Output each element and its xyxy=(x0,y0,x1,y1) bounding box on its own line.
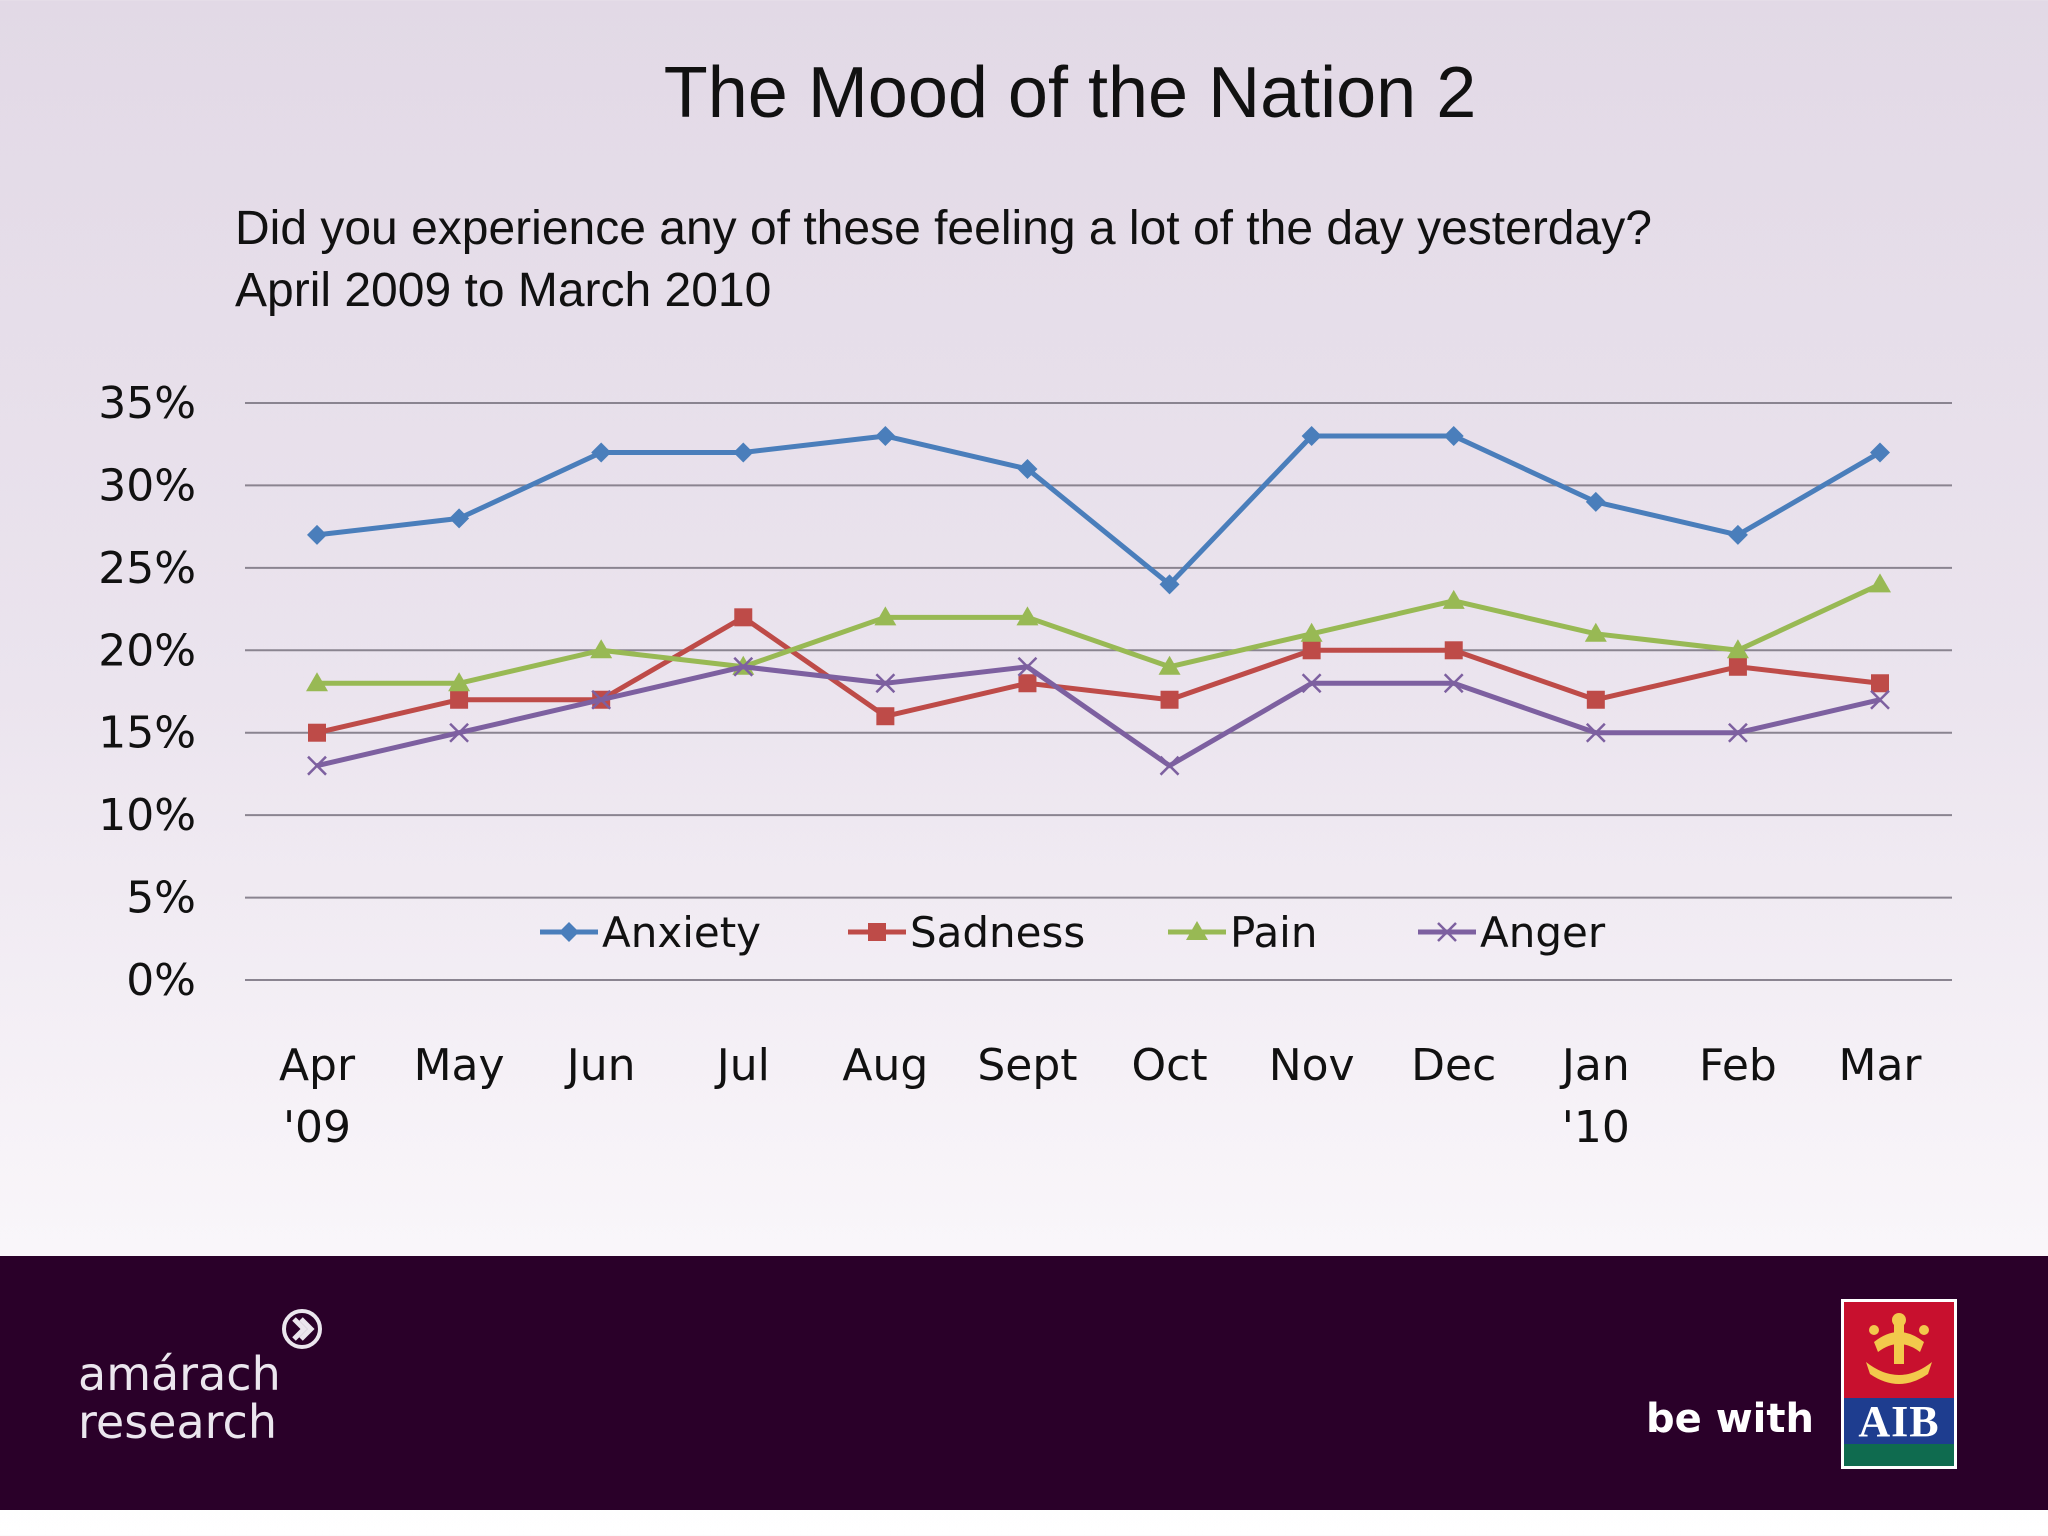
y-tick-label: 10% xyxy=(98,790,196,841)
footer-bar: amárach research be with AIB xyxy=(0,1256,2048,1510)
data-point-anger xyxy=(591,689,612,710)
brand-line-1: amárach xyxy=(78,1347,281,1401)
data-point-sadness xyxy=(1444,641,1463,660)
data-point-anger xyxy=(1585,722,1606,743)
x-tick-label: Apr xyxy=(279,1040,356,1091)
aib-logo-band xyxy=(1844,1444,1954,1466)
x-tick-label: Jun xyxy=(564,1040,636,1091)
series-line-anger xyxy=(316,664,1881,769)
data-point-anxiety xyxy=(1585,491,1606,512)
x-tick-label: Mar xyxy=(1838,1040,1922,1091)
aib-logo: AIB xyxy=(1841,1299,1957,1469)
data-point-pain xyxy=(1726,639,1749,659)
aib-logo-text: AIB xyxy=(1844,1398,1954,1446)
y-tick-label: 20% xyxy=(98,625,196,676)
x-tick-label: Feb xyxy=(1699,1040,1777,1091)
series-line-pain xyxy=(317,582,1882,686)
chevron-right-circle-icon xyxy=(282,1309,322,1349)
data-point-sadness xyxy=(1586,690,1605,709)
data-point-pain xyxy=(1584,622,1607,642)
legend-label-anger: Anger xyxy=(1480,908,1606,957)
data-point-sadness xyxy=(1302,641,1321,660)
data-point-pain xyxy=(448,672,471,692)
series-line-anxiety xyxy=(316,433,1882,587)
data-point-anger xyxy=(875,673,896,694)
data-point-anxiety xyxy=(1159,574,1180,595)
tagline: be with xyxy=(1646,1396,1814,1442)
x-tick-label: Sept xyxy=(977,1040,1077,1091)
legend-label-pain: Pain xyxy=(1230,908,1317,957)
subtitle-question: Did you experience any of these feeling … xyxy=(235,202,1652,255)
y-tick-label: 25% xyxy=(98,543,196,594)
data-point-sadness xyxy=(1018,674,1037,693)
data-point-anxiety xyxy=(733,442,754,463)
data-point-anger xyxy=(1443,673,1464,694)
data-point-sadness xyxy=(1871,674,1889,693)
series-line-sadness xyxy=(316,614,1881,736)
data-point-sadness xyxy=(450,690,469,709)
data-point-anxiety xyxy=(1443,425,1464,446)
data-point-anxiety xyxy=(1017,458,1038,479)
x-tick-label: '10 xyxy=(1562,1102,1630,1153)
data-point-pain xyxy=(590,639,613,659)
legend-marker-sadness xyxy=(868,923,886,941)
x-tick-label: Jul xyxy=(714,1040,770,1091)
data-point-anxiety xyxy=(1870,442,1890,463)
data-point-anger xyxy=(1870,689,1890,710)
data-point-sadness xyxy=(1728,657,1747,676)
x-tick-label: Oct xyxy=(1132,1040,1208,1091)
legend-marker-anxiety xyxy=(559,922,579,942)
aib-ark-icon xyxy=(1844,1302,1954,1398)
y-tick-label: 5% xyxy=(126,873,196,924)
chart-subtitle: Did you experience any of these feeling … xyxy=(235,198,1652,322)
data-point-anxiety xyxy=(307,524,327,545)
y-tick-label: 35% xyxy=(98,378,196,429)
data-point-pain xyxy=(306,672,328,692)
x-tick-label: May xyxy=(414,1040,505,1091)
x-tick-label: '09 xyxy=(283,1102,351,1153)
data-point-anger xyxy=(1159,755,1180,776)
legend-label-anxiety: Anxiety xyxy=(602,908,761,957)
y-tick-label: 15% xyxy=(98,708,196,759)
data-point-pain xyxy=(1158,655,1181,675)
data-point-anxiety xyxy=(591,442,612,463)
data-point-pain xyxy=(1016,606,1039,626)
amarach-research-logo: amárach research xyxy=(78,1350,281,1446)
data-point-anger xyxy=(1017,656,1038,677)
data-point-anxiety xyxy=(1301,425,1322,446)
data-point-sadness xyxy=(1160,690,1179,709)
legend-marker-anger xyxy=(1437,922,1457,942)
line-chart: 0% 5% 10% 15% 20% 25% 30% 35% Apr '09 May Jun Jul Aug… xyxy=(98,378,1952,1153)
y-tick-label: 30% xyxy=(98,460,196,511)
data-point-pain xyxy=(874,606,897,626)
data-point-anger xyxy=(1301,673,1322,694)
legend-label-sadness: Sadness xyxy=(910,908,1085,957)
data-point-anxiety xyxy=(449,508,470,529)
data-point-anxiety xyxy=(1727,524,1748,545)
brand-line-2: research xyxy=(78,1395,278,1449)
y-tick-label: 0% xyxy=(126,955,196,1006)
data-point-pain xyxy=(1869,573,1891,593)
data-point-pain xyxy=(1442,589,1465,609)
data-point-pain xyxy=(1300,622,1323,642)
data-point-anger xyxy=(449,722,469,743)
data-point-sadness xyxy=(876,707,895,726)
x-tick-label: Aug xyxy=(842,1040,928,1091)
data-point-sadness xyxy=(308,723,326,742)
subtitle-period: April 2009 to March 2010 xyxy=(235,264,772,317)
data-point-anxiety xyxy=(875,425,896,446)
data-point-anger xyxy=(307,755,327,776)
x-tick-label: Nov xyxy=(1269,1040,1355,1091)
data-point-anger xyxy=(733,656,754,677)
x-tick-label: Dec xyxy=(1411,1040,1496,1091)
data-point-sadness xyxy=(734,608,753,627)
chart-title: The Mood of the Nation 2 xyxy=(663,53,1477,133)
x-tick-label: Jan xyxy=(1559,1040,1630,1091)
data-point-anger xyxy=(1728,722,1748,743)
legend-marker-pain xyxy=(1186,921,1208,940)
